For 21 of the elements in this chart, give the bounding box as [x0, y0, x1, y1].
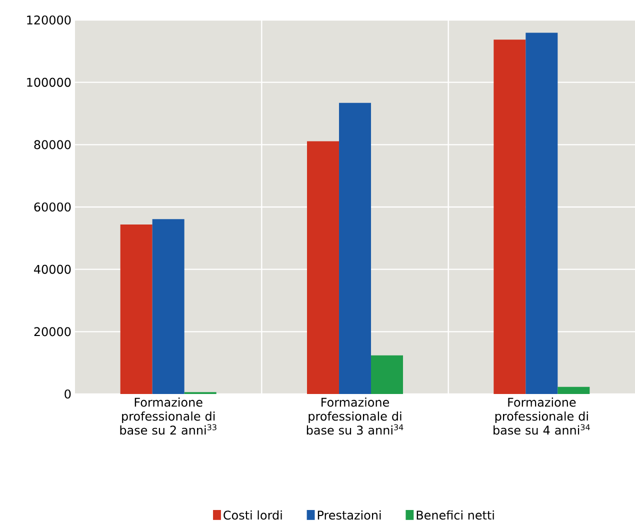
legend-label: Prestazioni [318, 510, 381, 520]
legend-label: Benefici netti [416, 510, 494, 520]
bar [152, 219, 184, 394]
bar [371, 355, 404, 394]
x-tick-label: Formazione professionale di base su 3 anni$^{34}$ [306, 398, 404, 435]
bar [307, 141, 340, 394]
bar [494, 40, 526, 394]
y-tick-label: 80000 [34, 140, 71, 150]
x-tick-label: Formazione professionale di base su 2 anni$^{33}$ [120, 398, 216, 435]
bar [558, 386, 590, 394]
y-tick-label: 100000 [27, 78, 71, 87]
bar [339, 102, 372, 394]
y-tick-label: 120000 [27, 15, 71, 25]
y-tick-label: 60000 [34, 202, 71, 212]
y-tick-label: 40000 [34, 264, 71, 274]
legend-label: Costi lordi [224, 510, 282, 520]
x-tick-label: Formazione professionale di base su 4 anni$^{34}$ [494, 398, 590, 435]
bar [526, 32, 558, 394]
y-tick-label: 0 [64, 389, 71, 399]
bar [120, 224, 152, 394]
y-tick-label: 20000 [34, 327, 71, 336]
